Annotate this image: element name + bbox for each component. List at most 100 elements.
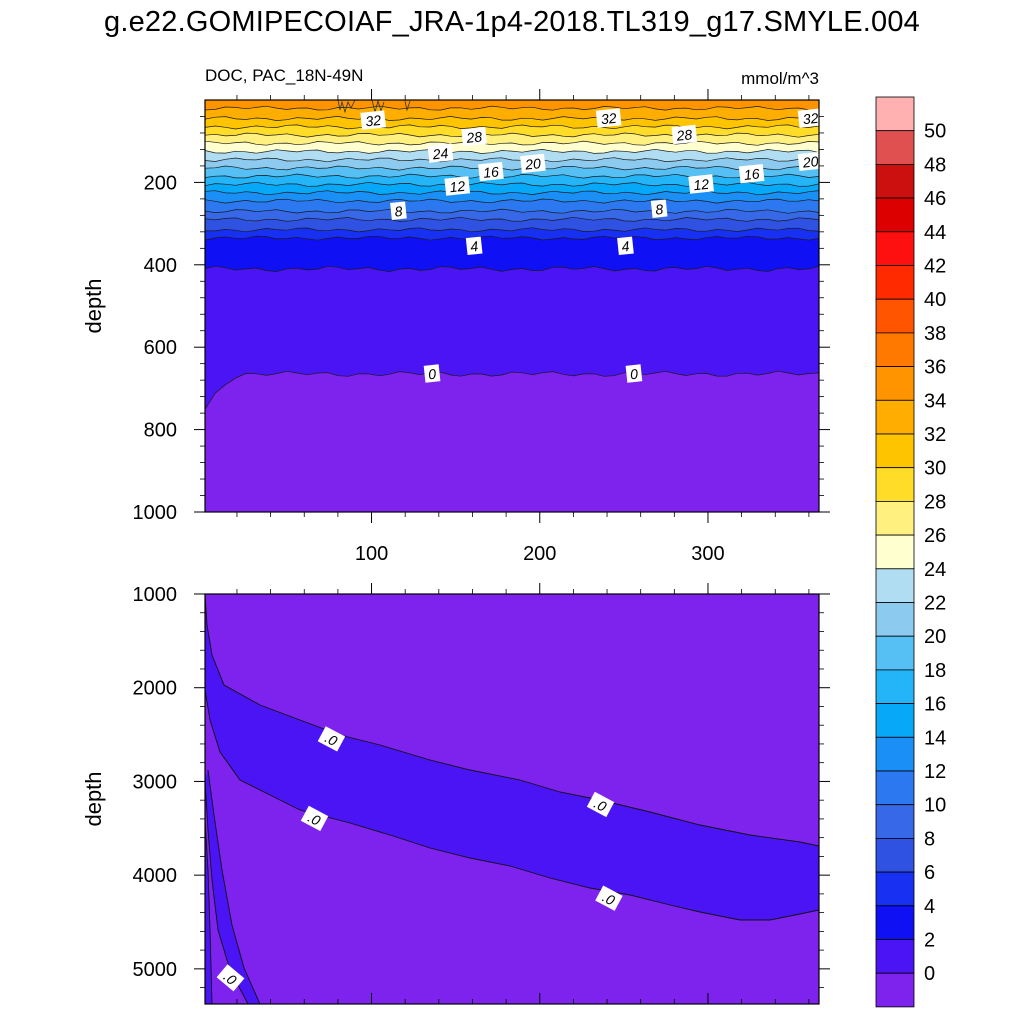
- contour-label: .0: [317, 726, 346, 752]
- contour-line: [205, 208, 819, 214]
- contour-label: 16: [738, 163, 765, 184]
- contour-band: [205, 149, 819, 162]
- contour-label: 4: [617, 236, 634, 256]
- colorbar: 5048464442403836343230282624222018161412…: [875, 96, 946, 1008]
- y-axis-label-lower: depth: [81, 771, 106, 826]
- units-label: mmol/m^3: [741, 69, 819, 88]
- colorbar-tick-label: 46: [924, 188, 946, 210]
- colorbar-tick-label: 4: [924, 896, 935, 918]
- colorbar-box: [875, 399, 915, 435]
- svg-text:12: 12: [693, 176, 710, 194]
- contour-line: [205, 265, 819, 272]
- contour-label: 12: [688, 174, 714, 194]
- colorbar-box: [875, 130, 915, 165]
- lower-contour-panel: .0 .0 .0 .0 .0 1000 2000 3000 4000 5000 depth: [81, 583, 830, 1005]
- contour-label: 20: [520, 153, 546, 174]
- y-tick-label: 1000: [133, 502, 178, 524]
- contour-line: [205, 235, 819, 241]
- contour-label: .0: [595, 885, 623, 911]
- y-tick-label: 200: [144, 172, 177, 194]
- contour-line: [205, 124, 819, 130]
- contour-band: [205, 133, 819, 146]
- contour-line: [205, 140, 819, 146]
- contour-line: [205, 148, 819, 154]
- colorbar-box: [875, 669, 915, 705]
- y-tick-label: 1000: [133, 584, 178, 606]
- contour-band: [205, 371, 819, 512]
- contour-band: [205, 182, 819, 195]
- contour-label: .0: [216, 964, 245, 992]
- contour-band: [205, 106, 819, 121]
- contour-band: [205, 157, 819, 171]
- contour-label: 0: [423, 364, 441, 383]
- contour-band: [205, 174, 819, 187]
- colorbar-tick-label: 38: [924, 323, 946, 345]
- contour-line: [205, 173, 819, 179]
- svg-text:4: 4: [469, 238, 479, 255]
- colorbar-tick-label: 32: [924, 424, 946, 446]
- colorbar-tick-label: 26: [924, 525, 946, 547]
- colorbar-box: [875, 467, 915, 502]
- colorbar-tick-label: 28: [924, 491, 946, 513]
- contour-label: 8: [390, 201, 407, 220]
- colorbar-box: [875, 96, 915, 132]
- colorbar-tick-label: 34: [924, 390, 946, 412]
- y-tick-label: 400: [144, 255, 177, 277]
- colorbar-box: [875, 905, 915, 940]
- colorbar-box: [875, 265, 915, 300]
- svg-text:28: 28: [675, 126, 693, 144]
- y-tick-label: 600: [144, 337, 177, 359]
- svg-text:0: 0: [427, 366, 437, 383]
- svg-text:8: 8: [654, 201, 664, 218]
- colorbar-tick-label: 10: [924, 795, 946, 817]
- svg-text:32: 32: [802, 110, 819, 128]
- contour-label: 20: [797, 151, 824, 172]
- colorbar-box: [875, 770, 915, 806]
- svg-text:16: 16: [743, 165, 760, 183]
- colorbar-tick-label: 18: [924, 660, 946, 682]
- svg-text:8: 8: [394, 203, 404, 220]
- y-tick-label: 5000: [133, 959, 178, 981]
- colorbar-tick-label: 44: [924, 222, 946, 244]
- colorbar-box: [875, 972, 915, 1008]
- contour-band: [205, 190, 819, 204]
- contour-line: [205, 370, 819, 410]
- y-tick-label: 800: [144, 420, 177, 442]
- colorbar-box: [875, 838, 915, 873]
- colorbar-box: [875, 703, 915, 738]
- svg-text:0: 0: [629, 366, 639, 383]
- svg-text:16: 16: [482, 163, 499, 181]
- colorbar-tick-label: 0: [924, 963, 935, 985]
- svg-text:12: 12: [449, 178, 466, 196]
- colorbar-tick-label: 8: [924, 828, 935, 850]
- contour-label: 32: [797, 108, 824, 128]
- colorbar-tick-label: 24: [924, 559, 946, 581]
- y-tick-label: 2000: [133, 678, 178, 700]
- colorbar-tick-label: 42: [924, 256, 946, 278]
- contour-line: [205, 165, 819, 171]
- contour-line: [205, 190, 819, 196]
- svg-text:28: 28: [465, 128, 483, 146]
- colorbar-tick-label: 6: [924, 862, 935, 884]
- svg-text:32: 32: [600, 110, 617, 128]
- colorbar-tick-label: 50: [924, 121, 946, 143]
- contour-band: [205, 227, 819, 241]
- contour-region-0-to-2: [205, 594, 819, 920]
- svg-text:32: 32: [365, 112, 382, 130]
- colorbar-tick-label: 14: [924, 727, 946, 749]
- colorbar-tick-label: 36: [924, 357, 946, 379]
- x-tick-label: 300: [691, 543, 724, 565]
- svg-text:20: 20: [801, 153, 819, 171]
- contour-label: 4: [465, 236, 483, 256]
- contour-label: 32: [360, 110, 386, 130]
- contour-region-deep-band: [205, 770, 260, 1004]
- colorbar-tick-label: 30: [924, 458, 946, 480]
- colorbar-tick-label: 2: [924, 930, 935, 952]
- contour-region-edge: [205, 820, 212, 1004]
- colorbar-box: [875, 804, 915, 839]
- contour-band: [205, 141, 819, 154]
- contour-label: 24: [427, 143, 454, 163]
- colorbar-tick-label: 22: [924, 593, 946, 615]
- colorbar-box: [875, 332, 915, 367]
